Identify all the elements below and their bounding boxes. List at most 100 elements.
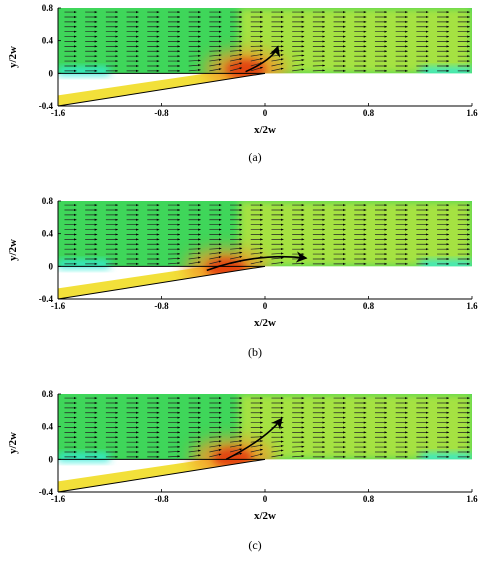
jet-vector <box>217 471 230 476</box>
velocity-vector <box>209 68 222 72</box>
x-axis-label: x/2w <box>254 510 276 522</box>
flow-direction-arrow <box>245 45 281 73</box>
velocity-vector <box>209 49 222 52</box>
velocity-vector <box>229 58 243 62</box>
jet-vector <box>142 290 155 295</box>
velocity-vector <box>209 251 222 255</box>
x-tick-label: 0.8 <box>363 301 375 311</box>
velocity-vector <box>167 455 180 458</box>
velocity-vector <box>229 255 243 260</box>
x-tick-label: 0 <box>263 301 268 311</box>
velocity-vector <box>292 54 305 57</box>
velocity-vector <box>188 261 201 265</box>
y-tick-label: 0.4 <box>42 422 54 432</box>
panel-3: -1.6 -0.8 0 0.8 1.6 0.8 0.4 0 -0.4 x/2w y/2w (c) <box>7 389 478 552</box>
velocity-vector <box>230 247 243 250</box>
velocity-vector <box>188 252 201 255</box>
flow-direction-arrow <box>206 251 308 272</box>
wall-layer-upstream <box>58 260 110 269</box>
jet-vector <box>142 286 155 291</box>
velocity-vector <box>188 59 201 62</box>
slot-wall <box>57 265 266 300</box>
y-tick-label: 0.4 <box>42 229 54 239</box>
x-axis-label: x/2w <box>254 317 276 329</box>
velocity-vector <box>250 247 263 250</box>
x-tick-label: -1.6 <box>51 108 66 118</box>
velocity-vector <box>292 262 305 265</box>
velocity-vector <box>271 449 284 453</box>
velocity-vector <box>209 247 222 250</box>
wall-layer-downstream <box>420 453 472 462</box>
jet-vector <box>192 85 205 90</box>
jet-vector <box>217 89 230 94</box>
velocity-vector <box>188 445 201 448</box>
velocity-vector <box>188 440 201 443</box>
jet-vector <box>117 487 131 492</box>
velocity-vector <box>292 58 305 62</box>
velocity-vector <box>188 256 201 260</box>
velocity-vector <box>250 448 263 453</box>
y-tick-label: 0 <box>49 261 54 271</box>
jet-vector <box>142 101 155 106</box>
wall-layer-downstream <box>420 260 472 269</box>
y-axis-label: y/2w <box>7 432 19 454</box>
jet-vector <box>242 270 255 275</box>
velocity-vector <box>230 49 243 52</box>
x-tick-label: -1.6 <box>51 494 66 504</box>
velocity-vector <box>271 256 284 260</box>
velocity-vector <box>167 450 180 453</box>
y-tick-label: 0.8 <box>42 389 54 399</box>
panel-caption: (b) <box>248 345 262 359</box>
panel-2: -1.6 -0.8 0 0.8 1.6 0.8 0.4 0 -0.4 x/2w y/2w (b) <box>7 196 478 359</box>
velocity-vectors <box>64 203 470 299</box>
velocity-vector <box>250 49 263 52</box>
jet-vector <box>93 101 106 105</box>
x-tick-label: -0.8 <box>154 108 169 118</box>
velocity-vector <box>250 444 263 448</box>
y-tick-label: 0.4 <box>42 36 54 46</box>
jet-vector <box>242 85 255 90</box>
jet-vector <box>167 479 180 484</box>
jet-vector <box>192 475 205 480</box>
wall-layer-upstream <box>58 453 110 462</box>
velocity-vector <box>209 63 222 67</box>
velocity-vector <box>230 444 243 448</box>
jet-vector <box>192 286 205 291</box>
x-axis-label: x/2w <box>254 124 276 136</box>
panel-1: -1.6 -0.8 0 0.8 1.6 0.8 0.4 0 -0.4 x/2w y/2w (a) <box>7 3 478 164</box>
velocity-vector <box>230 251 243 255</box>
velocity-vector <box>250 57 263 62</box>
jet-vector <box>242 278 255 283</box>
jet-vector <box>167 97 180 102</box>
velocity-vector <box>209 256 222 260</box>
velocity-vector <box>209 440 222 443</box>
jet-vector <box>142 487 155 492</box>
jet-vector <box>217 282 230 287</box>
jet-vector <box>192 93 205 98</box>
velocity-vector <box>250 66 263 72</box>
velocity-vector <box>271 261 284 265</box>
contour-field <box>58 394 472 492</box>
jet-vector <box>142 97 155 102</box>
slot-wall <box>57 458 266 493</box>
velocity-vector <box>312 69 325 72</box>
jet-vector <box>117 101 131 106</box>
x-tick-label: 1.6 <box>466 108 478 118</box>
velocity-vector <box>188 449 201 453</box>
velocity-vector <box>188 64 201 67</box>
x-tick-label: -0.8 <box>154 494 169 504</box>
velocity-vector <box>271 444 284 448</box>
y-tick-label: 0 <box>49 454 54 464</box>
velocity-vector <box>271 62 284 67</box>
y-tick-label: 0.8 <box>42 196 54 206</box>
y-tick-label: -0.4 <box>39 101 54 111</box>
jet-vector <box>242 274 255 279</box>
y-tick-label: -0.4 <box>39 487 54 497</box>
jet-vector <box>217 467 230 472</box>
jet-vector <box>167 282 180 287</box>
jet-vector <box>117 294 131 299</box>
jet-vector <box>217 475 230 480</box>
x-tick-label: 1.6 <box>466 494 478 504</box>
jet-vector <box>142 294 155 299</box>
velocity-vector <box>292 63 305 67</box>
